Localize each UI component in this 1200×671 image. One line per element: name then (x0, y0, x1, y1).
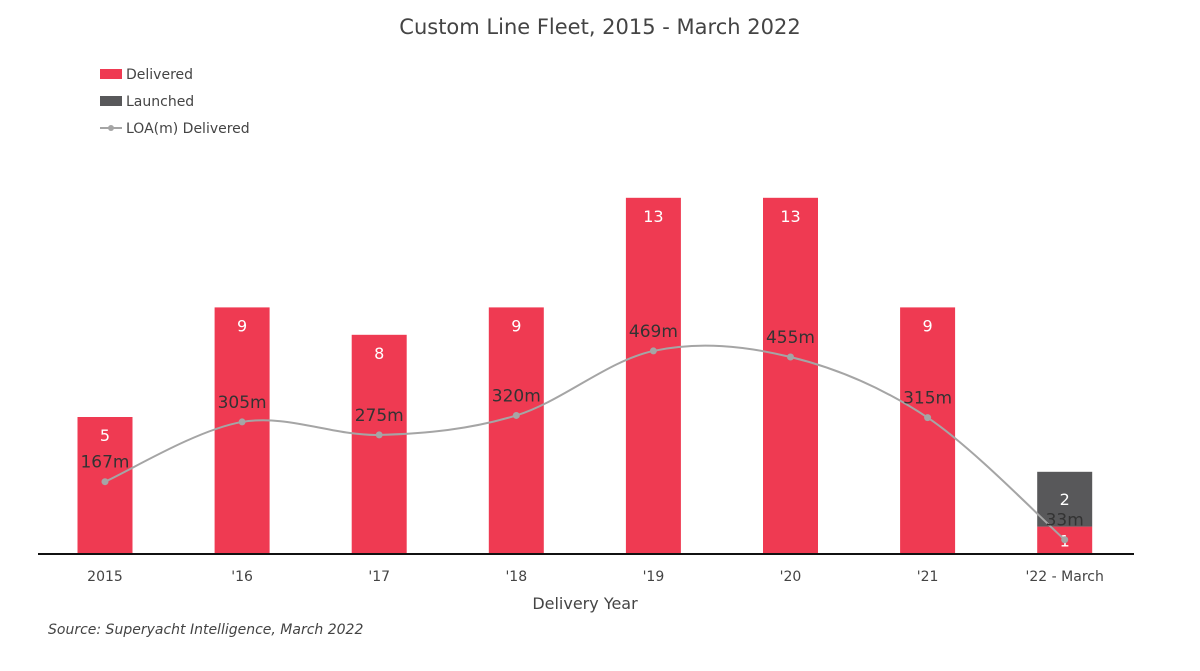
legend-swatch (100, 96, 122, 106)
loa-value-label: 33m (1046, 511, 1084, 531)
x-tick-label: '19 (643, 569, 665, 585)
x-tick-label: '21 (917, 569, 939, 585)
line-series: 167m 305m 275m 320m 469m 455m 315m 33m (80, 322, 1084, 544)
x-tick-label: '17 (368, 569, 390, 585)
x-tick-label: 2015 (87, 569, 123, 585)
legend-swatch (100, 69, 122, 79)
bar-value-label: 13 (643, 207, 663, 226)
bar-value-label: 5 (100, 426, 110, 445)
loa-point (375, 431, 383, 439)
bar-value-label: 8 (374, 344, 384, 363)
loa-value-label: 315m (903, 389, 952, 409)
loa-value-label: 275m (355, 406, 404, 426)
x-axis-title: Delivery Year (532, 594, 638, 613)
x-tick-label: '16 (231, 569, 253, 585)
legend-label: Delivered (126, 67, 193, 83)
x-tick-label: '20 (780, 569, 802, 585)
bar-delivered-3 (488, 307, 544, 554)
legend-label: LOA(m) Delivered (126, 121, 250, 137)
legend-label: Launched (126, 94, 194, 110)
source-note: Source: Superyacht Intelligence, March 2… (48, 622, 363, 638)
legend: Delivered Launched LOA(m) Delivered (100, 67, 250, 137)
bar-delivered-1 (214, 307, 270, 554)
loa-point (238, 418, 246, 426)
x-tick-label: '18 (505, 569, 527, 585)
bar-value-label: 9 (511, 316, 521, 335)
bar-value-label: 2 (1060, 490, 1070, 509)
x-tick-label: '22 - March (1026, 569, 1104, 585)
bar-value-label: 13 (780, 207, 800, 226)
bar-delivered-2 (351, 334, 407, 554)
bar-value-label: 9 (237, 316, 247, 335)
bar-value-label: 9 (923, 316, 933, 335)
loa-value-label: 305m (218, 393, 267, 413)
loa-point (512, 411, 520, 419)
chart-title: Custom Line Fleet, 2015 - March 2022 (399, 15, 800, 39)
x-tick-labels: 2015 '16 '17 '18 '19 '20 '21 '22 - March (87, 569, 1104, 585)
loa-point (1061, 536, 1069, 544)
loa-point (787, 353, 794, 361)
loa-value-label: 167m (80, 453, 129, 473)
loa-point (924, 414, 932, 422)
bars (77, 197, 1093, 555)
bar-delivered-4 (625, 197, 681, 555)
loa-point (101, 478, 109, 486)
legend-marker (108, 125, 114, 131)
loa-value-label: 320m (492, 386, 541, 406)
bar-delivered-0 (77, 417, 133, 554)
bar-delivered-5 (763, 197, 818, 555)
loa-value-label: 469m (629, 322, 678, 342)
loa-point (649, 347, 657, 355)
bar-launched-7 (1037, 471, 1093, 527)
loa-value-label: 455m (766, 328, 815, 348)
